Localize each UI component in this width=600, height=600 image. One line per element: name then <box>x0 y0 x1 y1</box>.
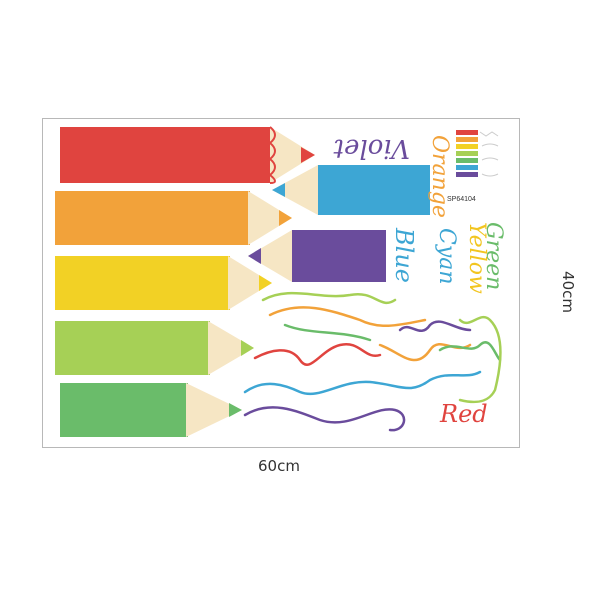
height-label: 40cm <box>558 271 577 313</box>
red-pencil <box>60 126 315 184</box>
yellow-pencil <box>55 256 272 310</box>
word-orange: Orange <box>427 135 452 218</box>
violet-pencil <box>248 230 386 282</box>
orange-pencil <box>55 191 292 245</box>
lightgreen-pencil <box>55 321 254 375</box>
green-pencil <box>60 383 242 437</box>
word-blue: Blue <box>390 227 418 283</box>
product-thumbnail <box>456 130 499 177</box>
product-code: SP64104 <box>447 196 476 203</box>
word-green: Green <box>481 222 506 290</box>
width-label: 60cm <box>258 457 300 475</box>
word-cyan: Cyan <box>434 228 459 285</box>
word-red: Red <box>439 400 488 428</box>
decal-outline <box>42 118 520 448</box>
word-violet: Violet <box>333 133 410 163</box>
crayon-scribbles <box>243 291 502 432</box>
word-yellow: Yellow <box>464 222 489 294</box>
blue-pencil <box>272 165 430 215</box>
